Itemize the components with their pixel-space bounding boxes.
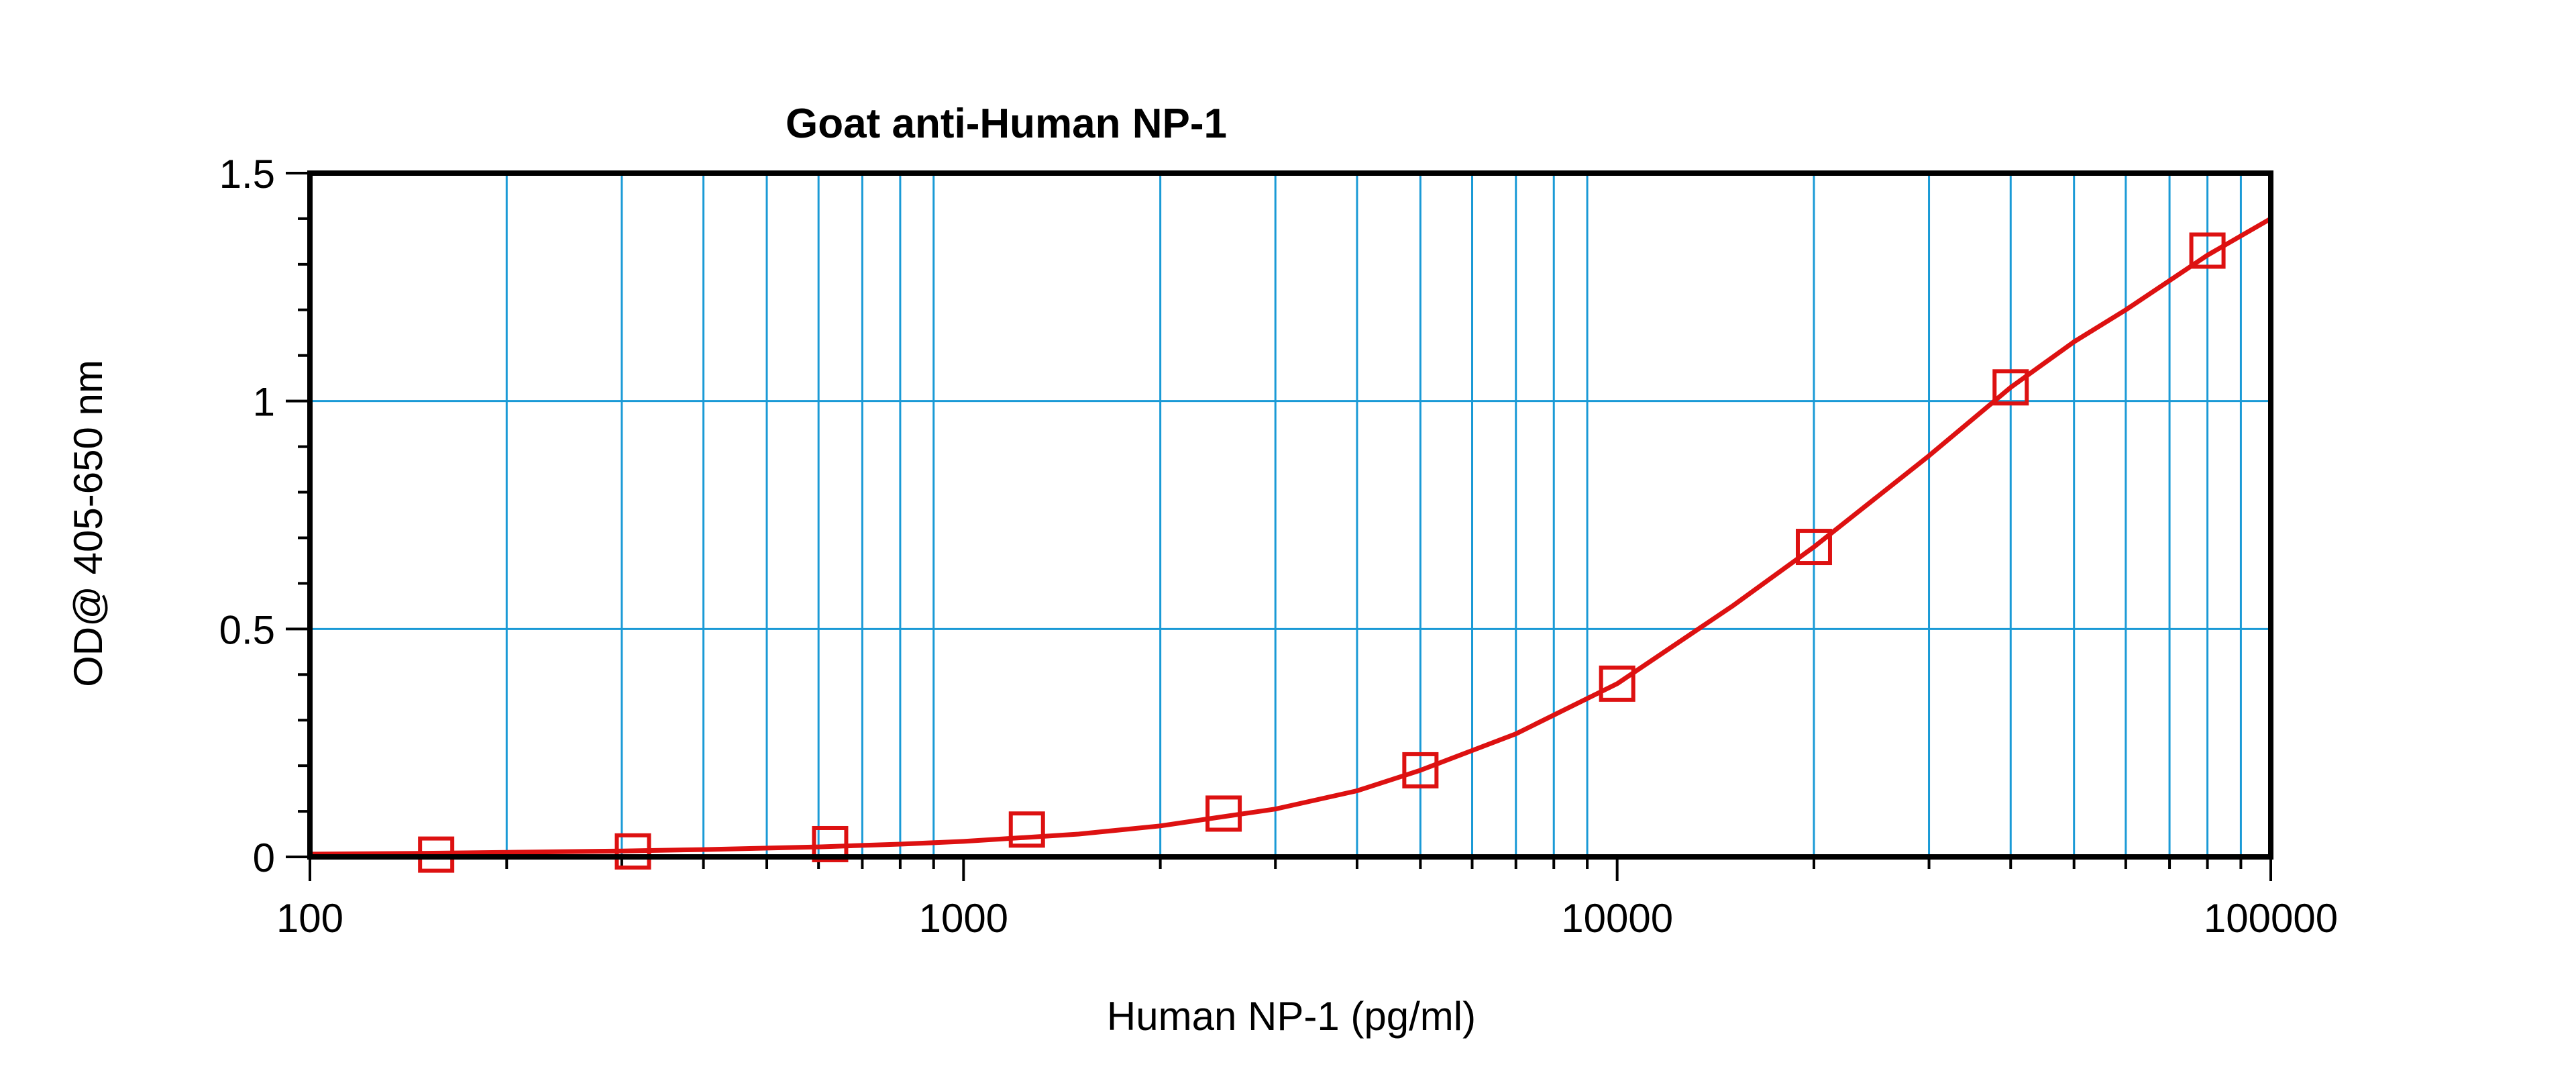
- data-point: [2189, 232, 2226, 269]
- y-tick-label: 0: [253, 835, 275, 880]
- data-point: [1205, 795, 1242, 832]
- grid: [310, 173, 2271, 857]
- y-tick-label: 1.5: [219, 152, 275, 197]
- y-tick-label: 0.5: [219, 607, 275, 652]
- plot-frame: [307, 170, 2273, 860]
- data-point: [1599, 665, 1635, 702]
- fit-curve: [309, 216, 2272, 857]
- data-point: [1992, 369, 2029, 406]
- data-point: [1402, 752, 1439, 788]
- y-axis-label: OD@ 405-650 nm: [66, 360, 111, 687]
- data-point: [1795, 529, 1832, 566]
- chart-title: Goat anti-Human NP-1: [786, 101, 1227, 147]
- x-axis-label: Human NP-1 (pg/ml): [1107, 994, 1476, 1039]
- data-point: [1008, 811, 1045, 848]
- x-tick-label: 1000: [919, 896, 1008, 941]
- x-tick-label: 100: [276, 896, 343, 941]
- x-tick-label: 100000: [2204, 896, 2338, 941]
- fit-curve-group: [309, 216, 2272, 857]
- x-tick-labels: 100 1000 10000 100000: [276, 896, 2338, 941]
- y-tick-label: 1: [253, 380, 275, 425]
- data-point: [812, 825, 849, 862]
- data-point: [614, 833, 651, 870]
- x-tick-label: 10000: [1561, 896, 1673, 941]
- y-tick-labels: 0 0.5 1 1.5: [219, 152, 275, 880]
